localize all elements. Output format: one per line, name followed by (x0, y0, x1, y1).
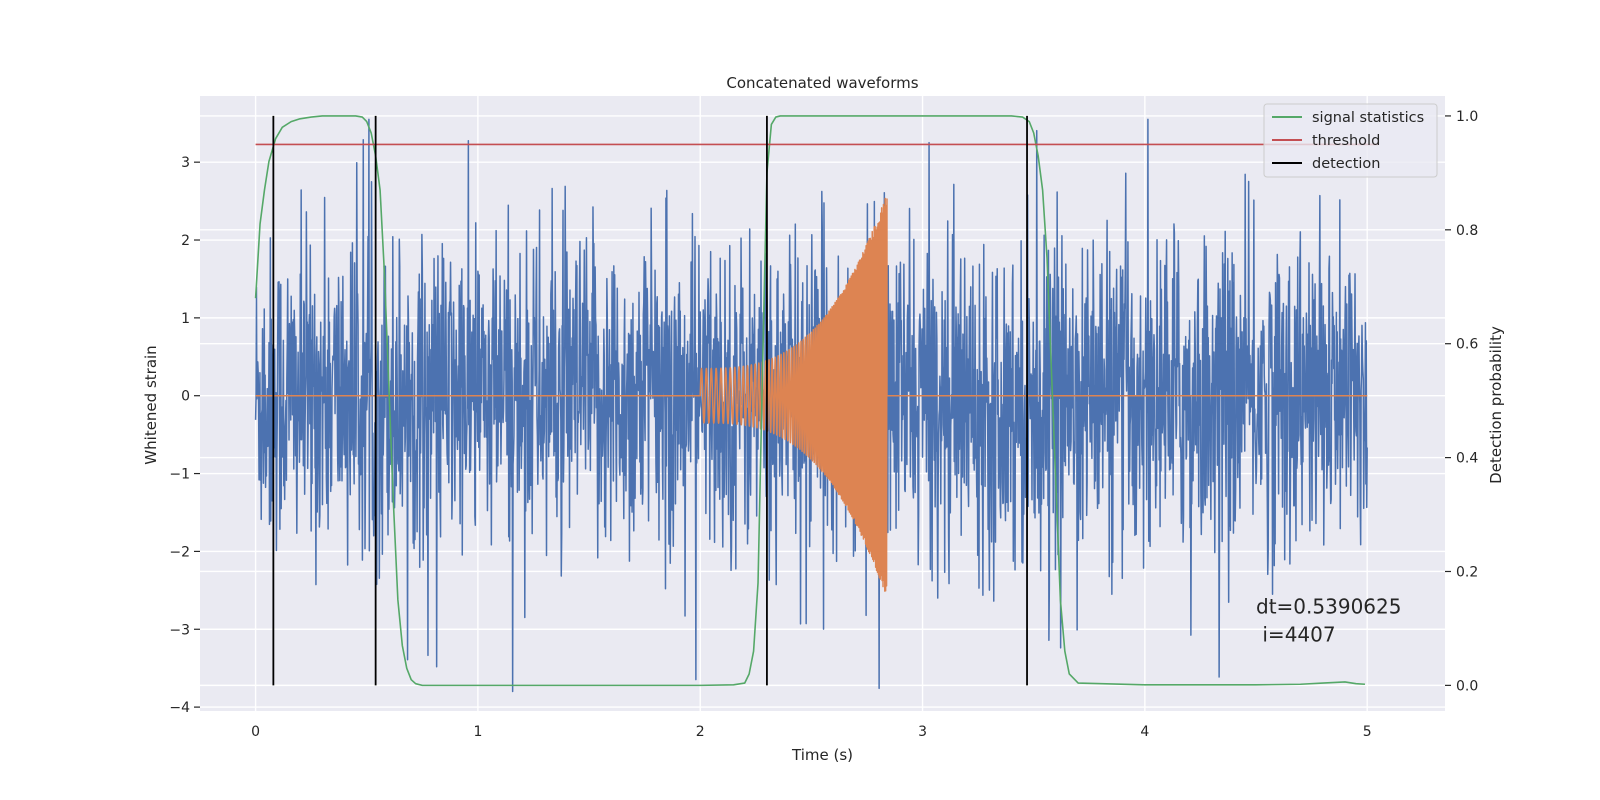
x-tick-label: 4 (1140, 724, 1149, 740)
chart-title: Concatenated waveforms (726, 74, 918, 92)
legend-frame (1263, 103, 1438, 178)
y-tick-label: 1 (181, 311, 190, 327)
y-tick-label: −1 (169, 467, 190, 483)
x-tick-label: 3 (918, 724, 927, 740)
annotation-dt: dt=0.5390625 (1256, 595, 1401, 619)
y-tick-label: −2 (169, 544, 190, 560)
legend-label-detection: detection (1312, 156, 1380, 172)
y2-axis-label: Detection probability (1487, 326, 1505, 484)
x-tick-label: 2 (696, 724, 705, 740)
series-layer (254, 115, 1379, 693)
y2-tick-label: 0.2 (1456, 564, 1478, 580)
series-noisy-strain-line (254, 118, 1368, 693)
y2-tick-label: 1.0 (1456, 109, 1478, 125)
y-tick-label: 0 (181, 389, 190, 405)
legend: signal statistics threshold detection (1263, 103, 1438, 178)
x-tick-label: 1 (473, 724, 482, 740)
legend-label-threshold: threshold (1312, 133, 1380, 149)
y-tick-label: 2 (181, 233, 190, 249)
y2-tick-label: 0.4 (1456, 451, 1478, 467)
series-injected-chirp-line (255, 197, 1368, 592)
x-tick-label: 5 (1363, 724, 1372, 740)
x-axis-label: Time (s) (791, 746, 853, 764)
x-tick-label: 0 (251, 724, 260, 740)
y2-tick-label: 0.6 (1456, 337, 1478, 353)
y-tick-label: −4 (169, 700, 190, 716)
series-signal-statistics-line (254, 115, 1366, 687)
y-tick-label: 3 (181, 155, 190, 171)
annotation-index: i=4407 (1256, 623, 1336, 647)
y-tick-label: −3 (169, 622, 190, 638)
tick-labels: 0 1 2 3 4 5 −4 −3 −2 −1 0 1 2 3 0.0 0.2 0.4 0.6 0.8 1.0 (169, 109, 1478, 740)
y2-tick-label: 0.8 (1456, 223, 1478, 239)
y2-tick-label: 0.0 (1456, 678, 1478, 694)
legend-label-signal-statistics: signal statistics (1312, 110, 1424, 126)
y-axis-label: Whitened strain (142, 345, 160, 464)
